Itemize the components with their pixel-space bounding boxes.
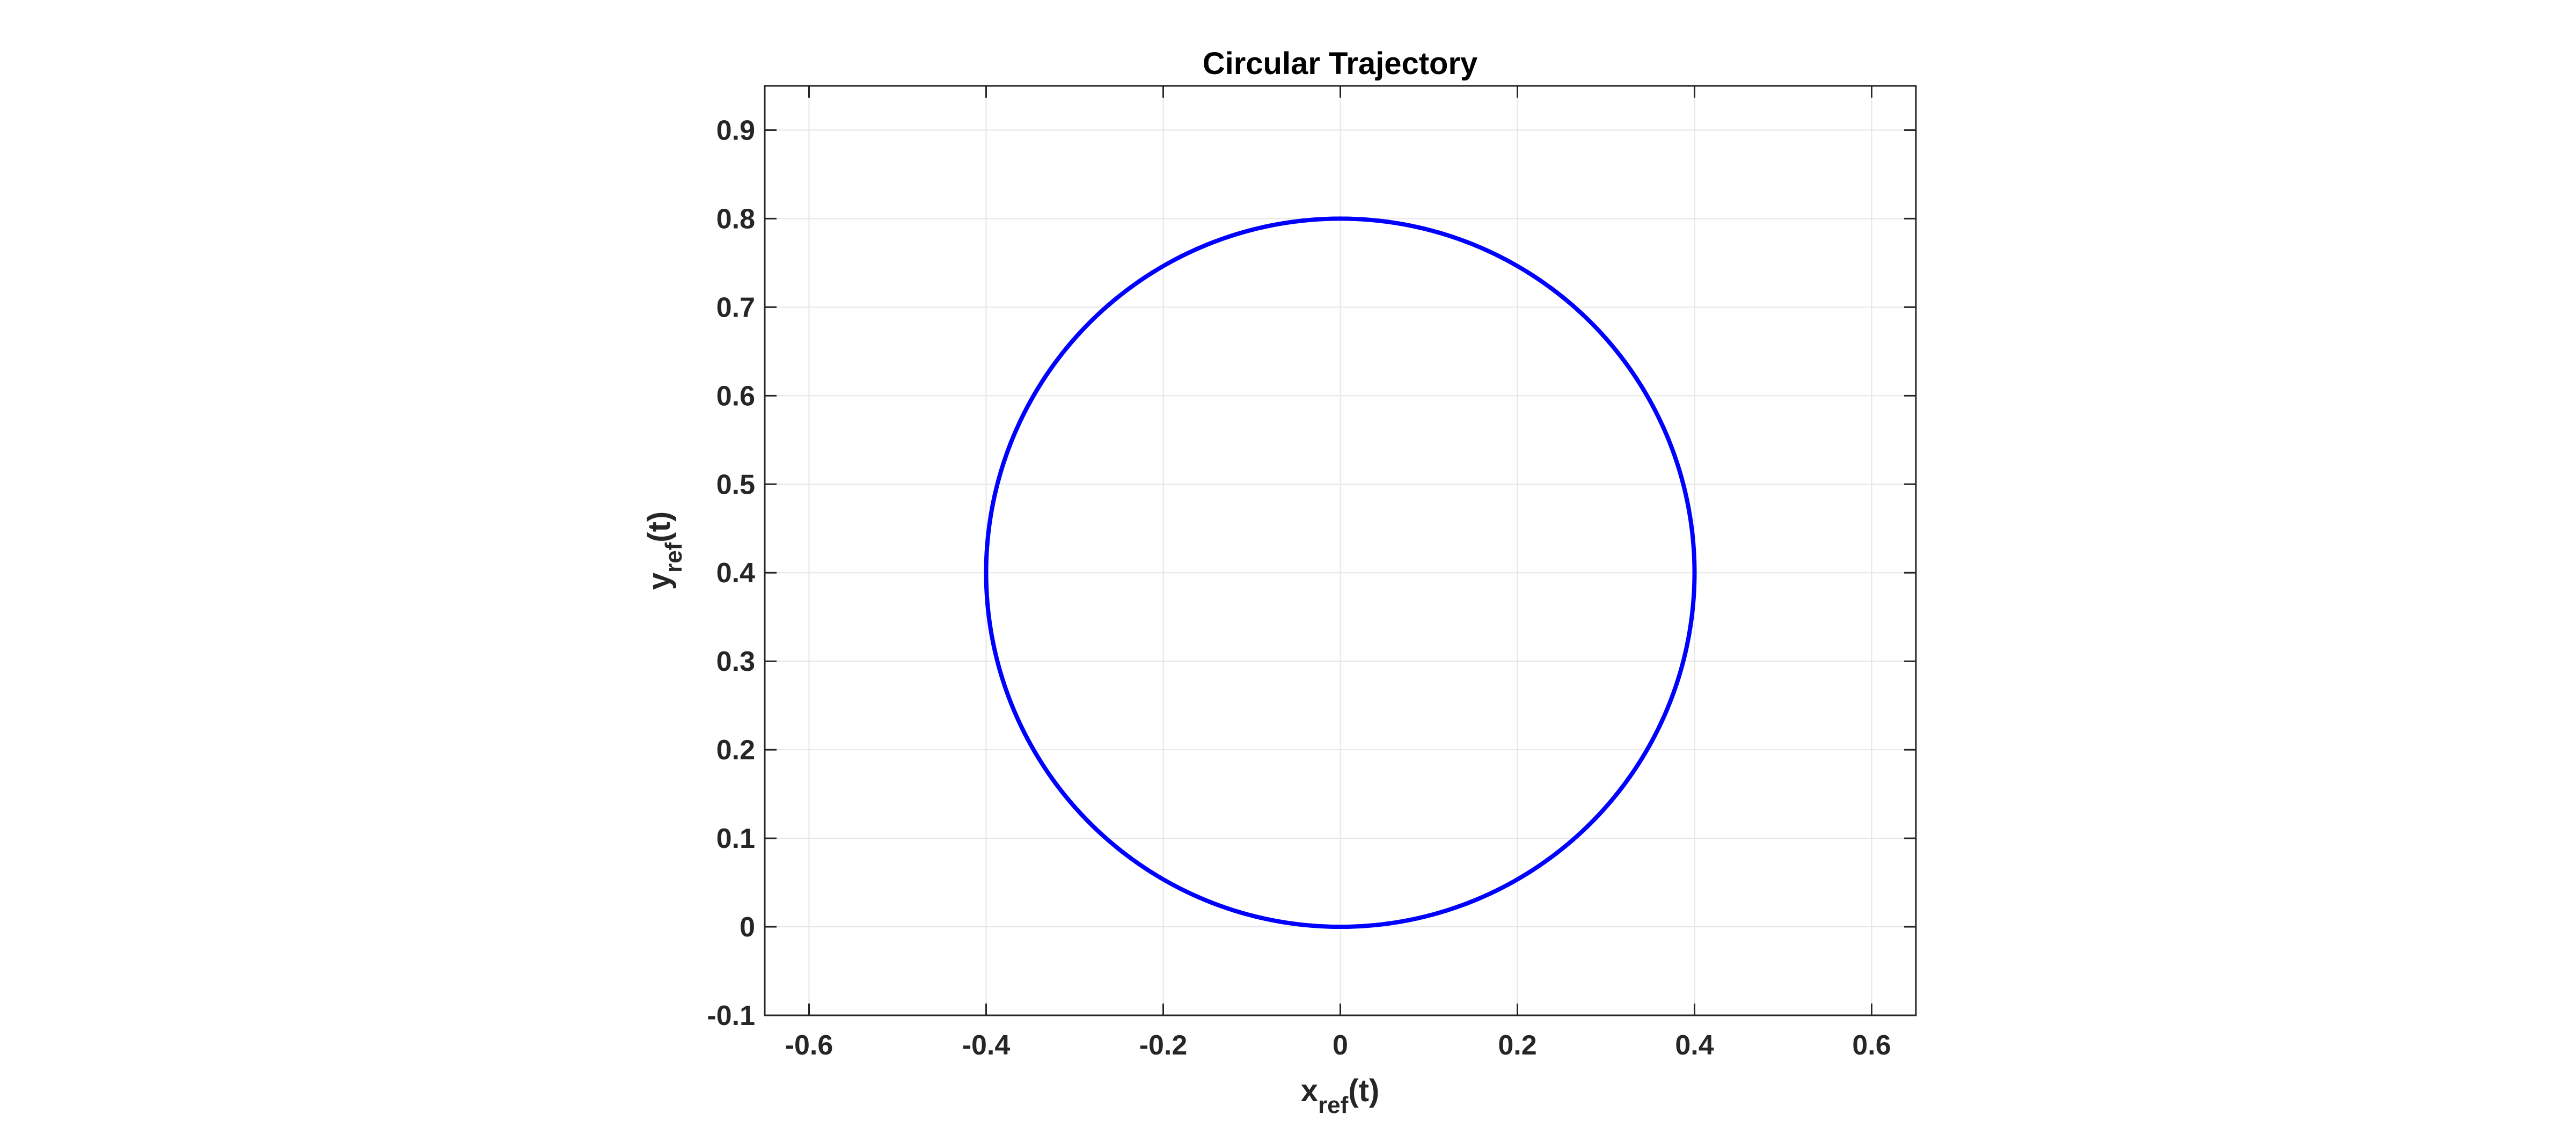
x-tick-label: 0.4 bbox=[1675, 1030, 1714, 1061]
x-tick-label: -0.6 bbox=[785, 1030, 833, 1061]
x-tick-label: 0.6 bbox=[1852, 1030, 1891, 1061]
plot-frame bbox=[764, 85, 1917, 1016]
trajectory-line bbox=[984, 216, 1697, 929]
y-tick-label: 0.3 bbox=[716, 646, 755, 677]
x-tick-label: -0.2 bbox=[1139, 1030, 1188, 1061]
y-tick-label: 0.2 bbox=[716, 735, 755, 766]
series-layer bbox=[984, 216, 1697, 929]
x-tick-label: -0.4 bbox=[962, 1030, 1011, 1061]
y-tick-label: 0 bbox=[740, 912, 755, 943]
y-tick-label: 0.7 bbox=[716, 292, 755, 323]
y-axis-label-subscript: ref bbox=[661, 542, 687, 573]
y-axis-label-base: y bbox=[642, 573, 677, 590]
x-axis-label-subscript: ref bbox=[1318, 1092, 1349, 1118]
chart-title: Circular Trajectory bbox=[1203, 46, 1478, 81]
y-tick-label: 0.1 bbox=[716, 823, 755, 854]
y-axis-label-suffix: (t) bbox=[642, 511, 677, 543]
y-tick-label: 0.9 bbox=[716, 115, 755, 146]
y-tick-label: 0.5 bbox=[716, 469, 755, 500]
x-tick-label: 0 bbox=[1333, 1030, 1348, 1061]
x-axis-label-base: x bbox=[1301, 1073, 1318, 1108]
y-tick-label: 0.4 bbox=[716, 558, 755, 589]
y-tick-label: 0.8 bbox=[716, 203, 755, 235]
y-axis-label: yref(t) bbox=[642, 511, 687, 590]
x-tick-labels: -0.6 -0.4 -0.2 0 0.2 0.4 0.6 bbox=[785, 1030, 1891, 1061]
x-axis-label: xref(t) bbox=[1301, 1073, 1379, 1118]
x-axis-label-suffix: (t) bbox=[1348, 1073, 1379, 1108]
y-tick-labels: -0.1 0 0.1 0.2 0.3 0.4 0.5 0.6 0.7 0.8 0.9 bbox=[707, 115, 755, 1031]
y-tick-label: -0.1 bbox=[707, 1000, 755, 1031]
x-tick-label: 0.2 bbox=[1498, 1030, 1536, 1061]
y-tick-label: 0.6 bbox=[716, 380, 755, 412]
